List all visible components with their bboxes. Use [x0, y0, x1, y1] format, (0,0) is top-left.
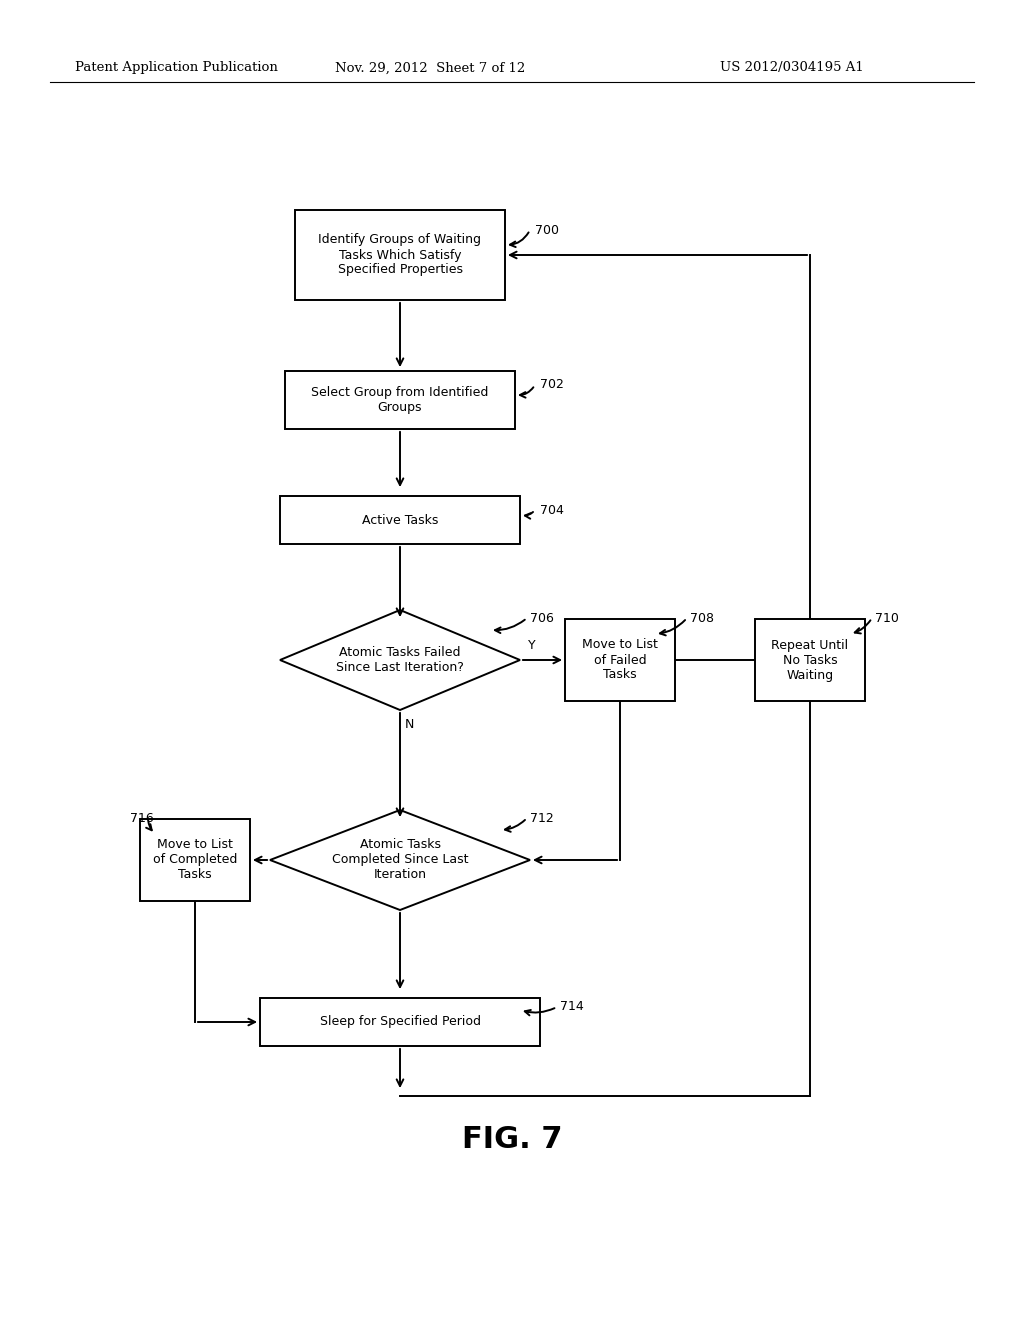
Polygon shape — [270, 810, 530, 909]
Bar — [295, 210, 505, 300]
Text: N: N — [406, 718, 415, 731]
Text: Repeat Until
No Tasks
Waiting: Repeat Until No Tasks Waiting — [771, 639, 849, 681]
Text: Patent Application Publication: Patent Application Publication — [75, 62, 278, 74]
Text: 712: 712 — [530, 812, 554, 825]
Text: Move to List
of Failed
Tasks: Move to List of Failed Tasks — [582, 639, 658, 681]
Text: Move to List
of Completed
Tasks: Move to List of Completed Tasks — [153, 838, 238, 882]
Text: Active Tasks: Active Tasks — [361, 513, 438, 527]
Bar — [140, 818, 250, 902]
Text: 704: 704 — [540, 503, 564, 516]
Text: 708: 708 — [690, 611, 714, 624]
Text: Nov. 29, 2012  Sheet 7 of 12: Nov. 29, 2012 Sheet 7 of 12 — [335, 62, 525, 74]
Bar — [565, 619, 675, 701]
Text: Sleep for Specified Period: Sleep for Specified Period — [319, 1015, 480, 1028]
Text: 710: 710 — [874, 611, 899, 624]
Text: 714: 714 — [560, 1001, 584, 1014]
Text: 716: 716 — [130, 812, 154, 825]
Text: 700: 700 — [535, 223, 559, 236]
Text: US 2012/0304195 A1: US 2012/0304195 A1 — [720, 62, 864, 74]
Text: FIG. 7: FIG. 7 — [462, 1126, 562, 1155]
Bar — [285, 371, 515, 429]
Text: 702: 702 — [540, 379, 564, 392]
Text: Y: Y — [528, 639, 536, 652]
Text: Atomic Tasks
Completed Since Last
Iteration: Atomic Tasks Completed Since Last Iterat… — [332, 838, 468, 882]
Text: 706: 706 — [530, 611, 554, 624]
Polygon shape — [280, 610, 520, 710]
Text: Identify Groups of Waiting
Tasks Which Satisfy
Specified Properties: Identify Groups of Waiting Tasks Which S… — [318, 234, 481, 276]
Bar — [280, 496, 520, 544]
Text: Select Group from Identified
Groups: Select Group from Identified Groups — [311, 385, 488, 414]
Bar — [260, 998, 540, 1045]
Bar — [755, 619, 865, 701]
Text: Atomic Tasks Failed
Since Last Iteration?: Atomic Tasks Failed Since Last Iteration… — [336, 645, 464, 675]
